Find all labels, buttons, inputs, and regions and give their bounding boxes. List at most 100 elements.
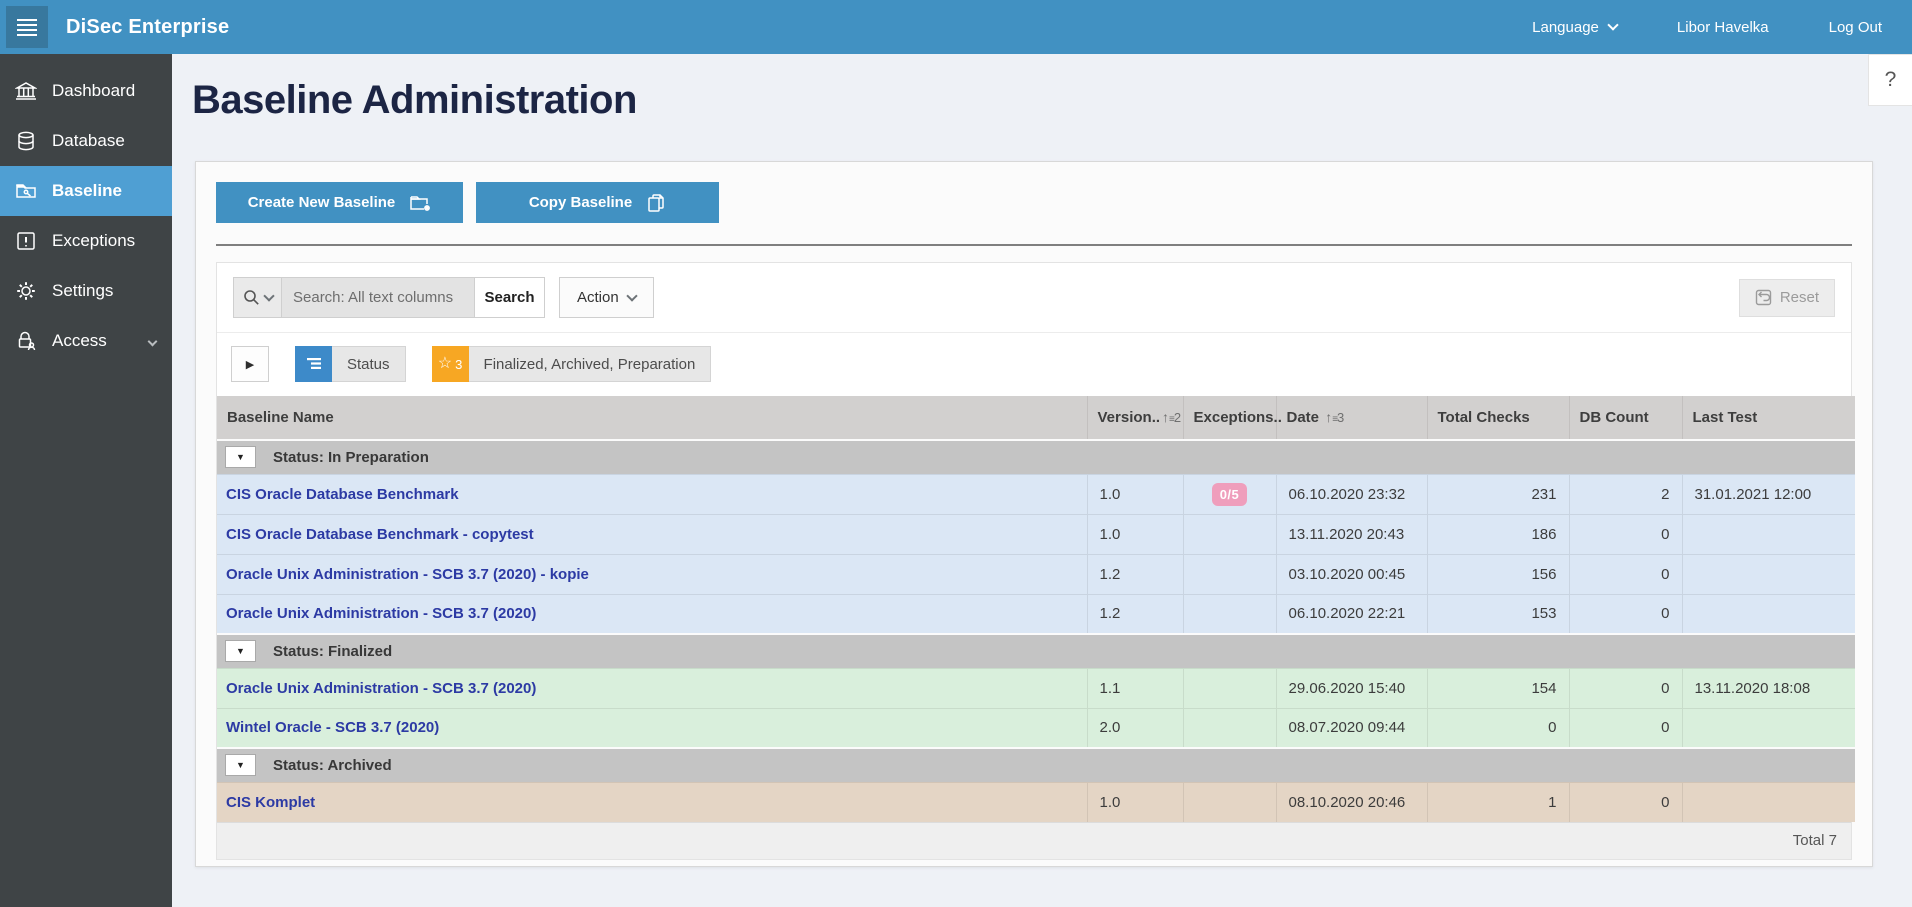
cell-exceptions [1182,513,1276,554]
action-menu-label: Action [577,289,619,306]
collapse-group-button[interactable]: ▼ [225,640,256,663]
column-header-total-checks[interactable]: Total Checks [1426,396,1569,440]
cell-date: 13.11.2020 20:43 [1275,513,1427,554]
copy-baseline-button[interactable]: Copy Baseline [476,182,719,223]
baseline-link[interactable]: Oracle Unix Administration - SCB 3.7 (20… [226,565,589,583]
cell-total-checks: 231 [1426,473,1569,514]
hamburger-menu-icon[interactable] [6,6,48,48]
baseline-link[interactable]: Oracle Unix Administration - SCB 3.7 (20… [226,679,537,697]
sort-asc-icon: ↑≡3 [1325,409,1345,425]
column-header-baseline-name[interactable]: Baseline Name [217,396,1087,440]
cell-db-count: 0 [1568,667,1682,708]
baseline-link[interactable]: CIS Oracle Database Benchmark - copytest [226,525,534,543]
sidebar-item-database[interactable]: Database [0,116,172,166]
cell-db-count: 2 [1568,473,1682,514]
baseline-link[interactable]: Wintel Oracle - SCB 3.7 (2020) [226,719,440,737]
baseline-link[interactable]: CIS Komplet [226,793,316,811]
cell-last-test [1681,707,1855,748]
group-header-row: ▼ Status: In Preparation [217,439,1855,474]
folder-add-icon [410,195,431,211]
sidebar-item-dashboard[interactable]: Dashboard [0,66,172,116]
interactive-report: Search Action Reset ▶ [216,262,1855,860]
cell-exceptions [1182,667,1276,708]
copy-baseline-label: Copy Baseline [528,194,633,211]
cell-date: 08.07.2020 09:44 [1275,707,1427,748]
expand-filters-button[interactable]: ▶ [231,346,269,382]
cell-total-checks: 156 [1426,553,1569,594]
sidebar-item-label: Baseline [52,181,122,200]
sidebar-item-baseline[interactable]: Baseline [0,166,172,216]
reset-button[interactable]: Reset [1738,278,1835,317]
column-header-db-count[interactable]: DB Count [1568,396,1682,440]
section-divider [216,244,1852,246]
cell-total-checks: 154 [1426,667,1569,708]
cell-version: 1.0 [1086,473,1183,514]
collapse-group-button[interactable]: ▼ [225,754,256,777]
column-header-exceptions[interactable]: Exceptions.. [1182,396,1282,440]
control-break-label: Status [332,346,406,382]
table-header-row: Baseline Name Version.. ↑≡2 Exceptions.. … [217,396,1855,440]
sidebar: Dashboard Database Baseline Exceptions S… [0,54,172,907]
app-title: DiSec Enterprise [66,15,230,38]
column-header-version[interactable]: Version.. ↑≡2 [1086,396,1183,440]
copy-pages-icon [648,193,664,212]
language-menu[interactable]: Language [1502,0,1647,54]
user-menu[interactable]: Libor Havelka [1647,0,1799,54]
table-row: CIS Oracle Database Benchmark - copytest… [217,513,1855,554]
main-content: ? Baseline Administration Create New Bas… [172,54,1912,907]
baseline-panel: Create New Baseline Copy Baseline [195,161,1873,867]
collapse-group-button[interactable]: ▼ [225,446,256,469]
sidebar-item-access[interactable]: Access [0,316,172,366]
cell-exceptions [1182,707,1276,748]
baseline-link[interactable]: CIS Oracle Database Benchmark [226,485,459,503]
search-icon [243,290,259,305]
logout-label: Log Out [1828,18,1882,36]
column-header-date[interactable]: Date ↑≡3 [1275,396,1427,440]
baseline-link[interactable]: Oracle Unix Administration - SCB 3.7 (20… [226,605,537,623]
chevron-down-icon [626,289,638,302]
filter-row: ▶ Status ☆ 3 Fin [217,333,1851,396]
sidebar-item-settings[interactable]: Settings [0,266,172,316]
search-button[interactable]: Search [474,278,544,317]
cell-date: 08.10.2020 20:46 [1275,781,1427,822]
group-header-row: ▼ Status: Finalized [217,633,1855,668]
page-title: Baseline Administration [192,78,637,122]
sidebar-item-exceptions[interactable]: Exceptions [0,216,172,266]
search-options-button[interactable] [234,278,282,317]
sidebar-item-label: Settings [52,281,114,300]
cell-total-checks: 0 [1426,707,1569,748]
cell-db-count: 0 [1568,553,1682,594]
table-body: ▼ Status: In Preparation CIS Oracle Databa… [217,439,1855,822]
baseline-table: Baseline Name Version.. ↑≡2 Exceptions.. … [217,396,1855,822]
cell-name: CIS Komplet [217,781,1087,822]
sidebar-item-label: Access [52,331,107,350]
cell-name: Wintel Oracle - SCB 3.7 (2020) [217,707,1087,748]
sidebar-item-label: Exceptions [52,231,136,250]
group-label: Status: Finalized [273,642,393,660]
cell-name: Oracle Unix Administration - SCB 3.7 (20… [217,553,1087,594]
control-break-chip[interactable]: Status [295,346,406,382]
cell-exceptions [1182,553,1276,594]
table-row: CIS Komplet 1.0 08.10.2020 20:46 1 0 [217,781,1855,822]
create-new-baseline-button[interactable]: Create New Baseline [216,182,463,223]
highlight-filter-chip[interactable]: ☆ 3 Finalized, Archived, Preparation [431,346,712,382]
cell-last-test [1681,553,1855,594]
search-input[interactable] [282,278,474,317]
chevron-down-icon [147,336,158,346]
cell-total-checks: 153 [1426,593,1569,634]
help-button[interactable]: ? [1868,54,1912,106]
logout-button[interactable]: Log Out [1799,0,1912,54]
cell-exceptions [1182,781,1276,822]
table-row: Oracle Unix Administration - SCB 3.7 (20… [217,553,1855,594]
reset-label: Reset [1779,289,1819,306]
cell-version: 1.2 [1086,553,1183,594]
action-menu-button[interactable]: Action [559,277,654,318]
lock-user-icon [18,331,36,351]
bank-icon [15,82,37,100]
sidebar-item-label: Database [52,131,125,150]
column-header-last-test[interactable]: Last Test [1681,396,1855,440]
language-label: Language [1532,18,1599,36]
cell-last-test: 13.11.2020 18:08 [1681,667,1855,708]
exceptions-badge: 0/5 [1211,482,1248,506]
cell-name: Oracle Unix Administration - SCB 3.7 (20… [217,667,1087,708]
